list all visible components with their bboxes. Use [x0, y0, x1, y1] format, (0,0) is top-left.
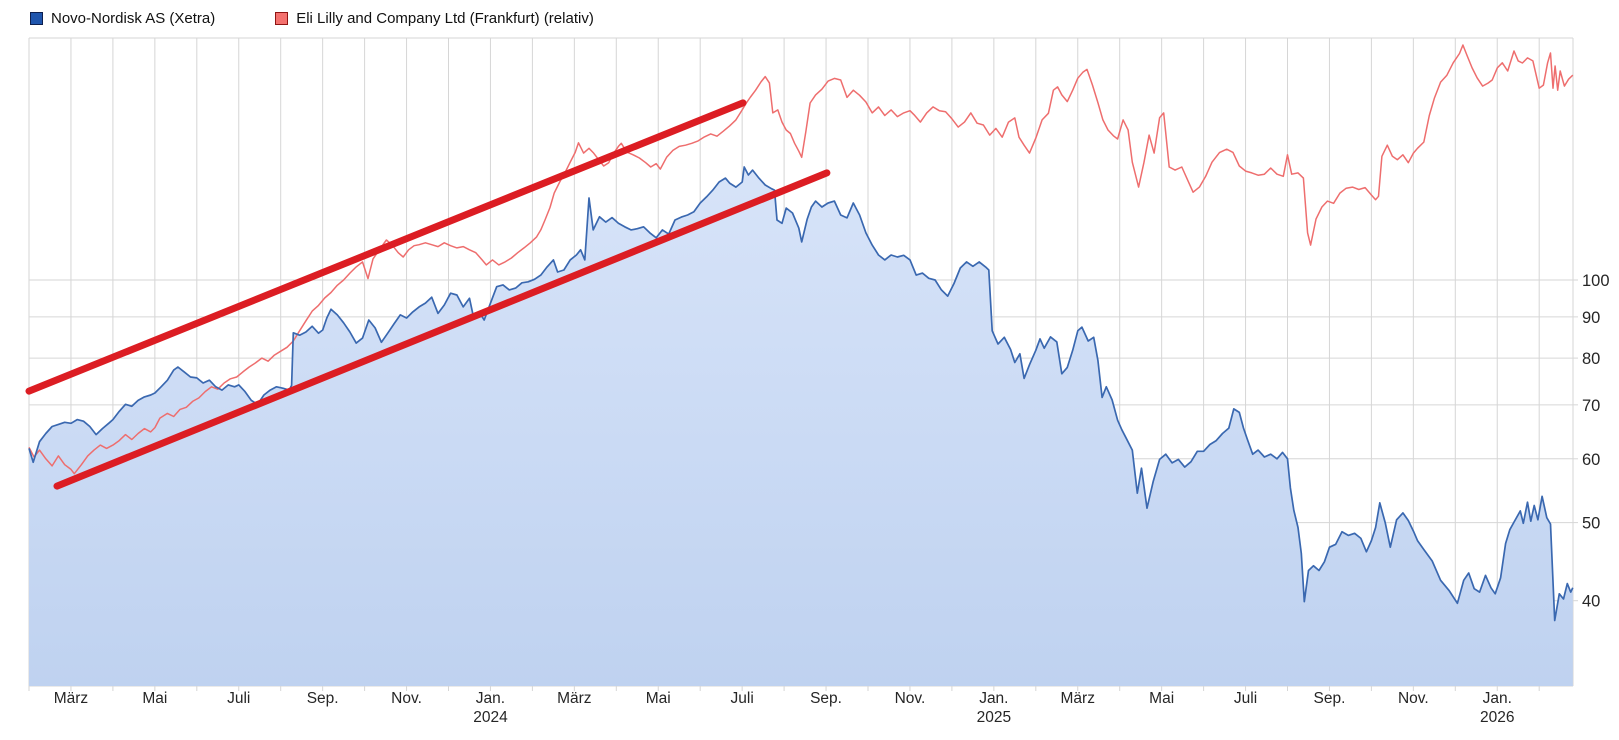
y-axis-labels: 100 90 80 70 60 50 40 — [1582, 272, 1610, 611]
x-label: Sep. — [1314, 690, 1346, 707]
legend: Novo-Nordisk AS (Xetra) Eli Lilly and Co… — [30, 10, 594, 27]
x-label: März — [557, 690, 591, 707]
x-label: März — [1061, 690, 1095, 707]
x-label: Sep. — [810, 690, 842, 707]
legend-label-novo: Novo-Nordisk AS (Xetra) — [51, 10, 216, 27]
novo-area — [29, 167, 1573, 686]
legend-item-novo[interactable]: Novo-Nordisk AS (Xetra) — [30, 10, 215, 27]
y-label: 70 — [1582, 397, 1600, 415]
x-label: Mai — [646, 690, 671, 707]
x-label: Nov. — [895, 690, 926, 707]
lower-trend-line[interactable] — [53, 169, 831, 490]
x-label: Mai — [1149, 690, 1174, 707]
y-label: 80 — [1582, 350, 1600, 368]
x-label: März — [54, 690, 88, 707]
y-label: 50 — [1582, 515, 1600, 533]
trend-annotation-lines[interactable] — [25, 99, 831, 490]
novo-price-line[interactable] — [28, 166, 1574, 622]
x-label: Juli — [1234, 690, 1257, 707]
x-label: Nov. — [1398, 690, 1429, 707]
y-label: 90 — [1582, 309, 1600, 327]
x-label: Jan. — [476, 690, 505, 707]
upper-trend-line[interactable] — [25, 99, 747, 395]
novo-swatch-icon — [30, 12, 43, 25]
x-label: Juli — [731, 690, 754, 707]
lilly-relative-line[interactable] — [28, 44, 1574, 475]
y-label: 40 — [1582, 593, 1600, 611]
y-label: 60 — [1582, 451, 1600, 469]
x-year-label: 2024 — [473, 709, 508, 726]
novo-area-fill — [29, 167, 1573, 686]
y-label: 100 — [1582, 272, 1610, 290]
x-label: Nov. — [391, 690, 422, 707]
series-lines — [28, 44, 1574, 622]
lilly-swatch-icon — [275, 12, 289, 25]
legend-label-lilly: Eli Lilly and Company Ltd (Frankfurt) (r… — [296, 10, 594, 27]
x-label: Jan. — [979, 690, 1008, 707]
x-year-label: 2026 — [1480, 709, 1514, 726]
x-axis-labels: März Mai Juli Sep. Nov. Jan. 2024 März Mai Juli Se… — [54, 690, 1515, 726]
x-label: Juli — [227, 690, 250, 707]
x-year-label: 2025 — [977, 709, 1011, 726]
x-label: Jan. — [1483, 690, 1512, 707]
legend-item-lilly[interactable]: Eli Lilly and Company Ltd (Frankfurt) (r… — [275, 10, 594, 27]
x-label: Mai — [142, 690, 167, 707]
x-label: Sep. — [307, 690, 339, 707]
